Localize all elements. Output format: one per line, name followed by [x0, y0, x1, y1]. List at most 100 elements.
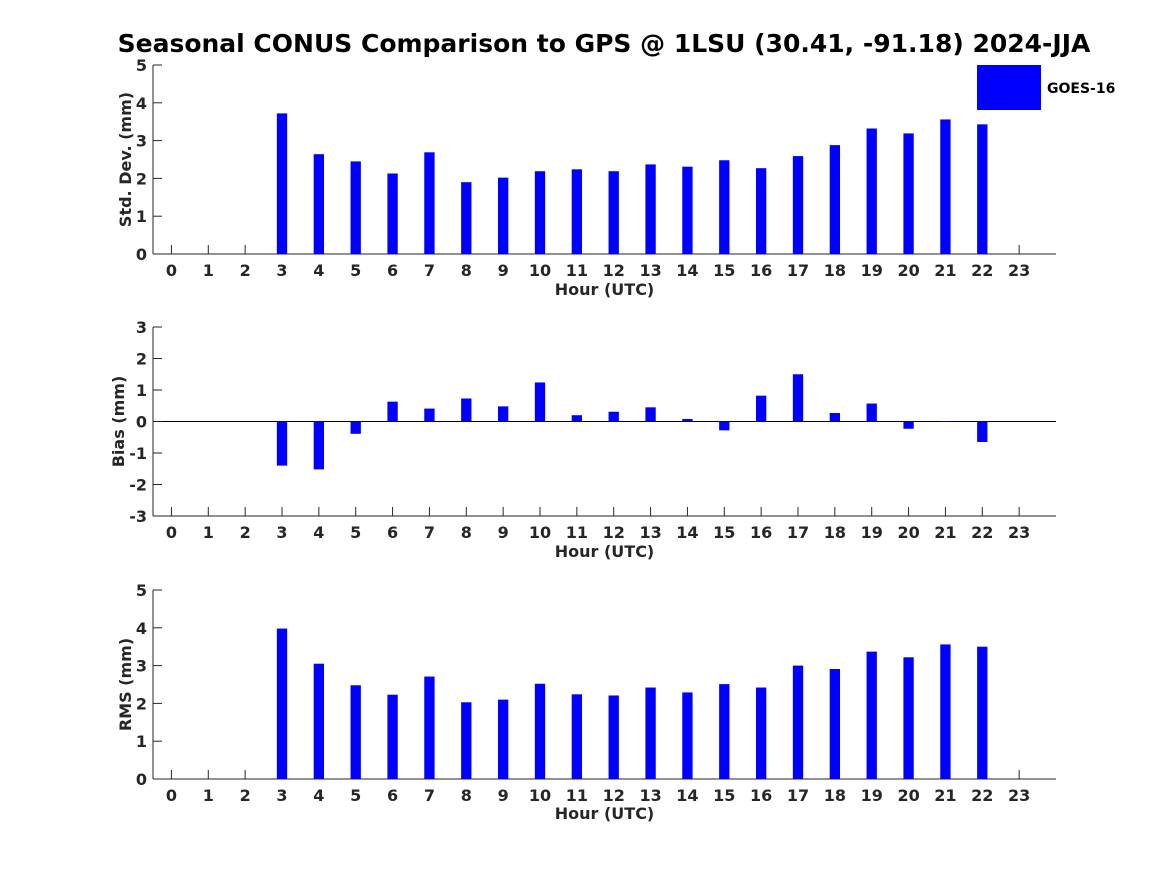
bar-hour-14: [682, 166, 693, 254]
bar-hour-15: [719, 421, 730, 431]
bar-hour-11: [571, 415, 583, 422]
bar-hour-16: [755, 395, 767, 422]
bar-hour-7: [424, 676, 435, 779]
x-tick-label: 23: [1008, 786, 1030, 805]
bar-hour-7: [424, 408, 435, 422]
x-tick-label: 17: [787, 786, 809, 805]
x-tick-label: 11: [566, 523, 588, 542]
x-tick-label: 8: [461, 523, 472, 542]
x-axis-label: Hour (UTC): [555, 804, 655, 823]
x-tick-label: 12: [603, 523, 625, 542]
y-tick-label: 4: [136, 619, 147, 638]
bar-hour-3: [276, 421, 288, 466]
x-tick-label: 22: [971, 786, 993, 805]
bar-hour-4: [313, 421, 325, 470]
x-tick-label: 7: [424, 261, 435, 280]
x-tick-label: 21: [934, 261, 956, 280]
x-tick-label: 17: [787, 523, 809, 542]
y-tick-label: 0: [136, 770, 147, 789]
bar-hour-7: [424, 152, 435, 254]
bar-hour-3: [276, 628, 288, 779]
y-tick-label: 4: [136, 94, 147, 113]
x-tick-label: 14: [676, 786, 698, 805]
bar-hour-17: [792, 374, 804, 422]
x-tick-label: 11: [566, 261, 588, 280]
x-axis-label: Hour (UTC): [555, 542, 655, 561]
bar-hour-6: [387, 173, 398, 254]
x-tick-label: 12: [603, 261, 625, 280]
x-tick-label: 0: [166, 786, 177, 805]
x-tick-label: 0: [166, 261, 177, 280]
x-tick-label: 9: [498, 786, 509, 805]
bar-hour-15: [719, 160, 730, 254]
bar-hour-20: [903, 421, 914, 429]
x-tick-label: 20: [897, 786, 919, 805]
x-tick-label: 19: [861, 261, 883, 280]
bar-hour-16: [755, 168, 767, 254]
x-tick-label: 4: [313, 786, 324, 805]
x-tick-label: 8: [461, 786, 472, 805]
bar-hour-4: [313, 663, 325, 779]
bar-hour-19: [866, 651, 877, 779]
y-axis-label: Std. Dev. (mm): [116, 92, 135, 227]
x-tick-label: 9: [498, 523, 509, 542]
bar-hour-11: [571, 694, 583, 779]
bar-hour-17: [792, 665, 804, 779]
x-tick-label: 13: [639, 261, 661, 280]
y-tick-label: 0: [136, 413, 147, 432]
bar-hour-13: [645, 407, 656, 422]
y-tick-label: 5: [136, 581, 147, 600]
bar-hour-19: [866, 128, 877, 254]
x-tick-label: 3: [276, 523, 287, 542]
y-tick-label: 1: [136, 207, 147, 226]
bar-hour-10: [534, 171, 546, 254]
y-tick-label: 3: [136, 318, 147, 337]
x-tick-label: 14: [676, 261, 698, 280]
x-tick-label: 2: [240, 523, 251, 542]
x-tick-label: 19: [861, 786, 883, 805]
x-tick-label: 6: [387, 786, 398, 805]
bar-hour-8: [461, 398, 472, 422]
bar-hour-10: [534, 683, 546, 779]
y-tick-label: 1: [136, 381, 147, 400]
bar-hour-6: [387, 401, 398, 422]
bar-hour-14: [682, 418, 693, 422]
y-tick-label: 2: [136, 694, 147, 713]
x-tick-label: 15: [713, 523, 735, 542]
x-tick-label: 1: [203, 523, 214, 542]
x-tick-label: 7: [424, 786, 435, 805]
bar-hour-8: [461, 702, 472, 779]
x-tick-label: 6: [387, 523, 398, 542]
x-tick-label: 2: [240, 786, 251, 805]
bar-hour-6: [387, 694, 398, 779]
bar-hour-21: [940, 119, 951, 254]
x-tick-label: 9: [498, 261, 509, 280]
bar-hour-8: [461, 182, 472, 254]
x-tick-label: 4: [313, 523, 324, 542]
x-tick-label: 13: [639, 786, 661, 805]
bar-hour-10: [534, 382, 546, 422]
x-tick-label: 3: [276, 786, 287, 805]
bar-hour-5: [350, 685, 361, 779]
x-tick-label: 22: [971, 523, 993, 542]
y-axis-label: RMS (mm): [116, 638, 135, 731]
legend-label: GOES-16: [1047, 81, 1115, 97]
y-tick-label: 1: [136, 732, 147, 751]
x-tick-label: 2: [240, 261, 251, 280]
x-tick-label: 15: [713, 786, 735, 805]
bar-hour-21: [940, 421, 951, 422]
y-tick-label: -3: [129, 507, 147, 526]
x-tick-label: 23: [1008, 261, 1030, 280]
bar-hour-20: [903, 657, 914, 779]
bar-hour-5: [350, 421, 361, 434]
y-tick-label: 3: [136, 657, 147, 676]
bar-hour-12: [608, 171, 619, 254]
x-tick-label: 11: [566, 786, 588, 805]
x-tick-label: 13: [639, 523, 661, 542]
bar-hour-9: [497, 177, 509, 254]
x-tick-label: 10: [529, 523, 551, 542]
bar-hour-18: [829, 669, 841, 779]
